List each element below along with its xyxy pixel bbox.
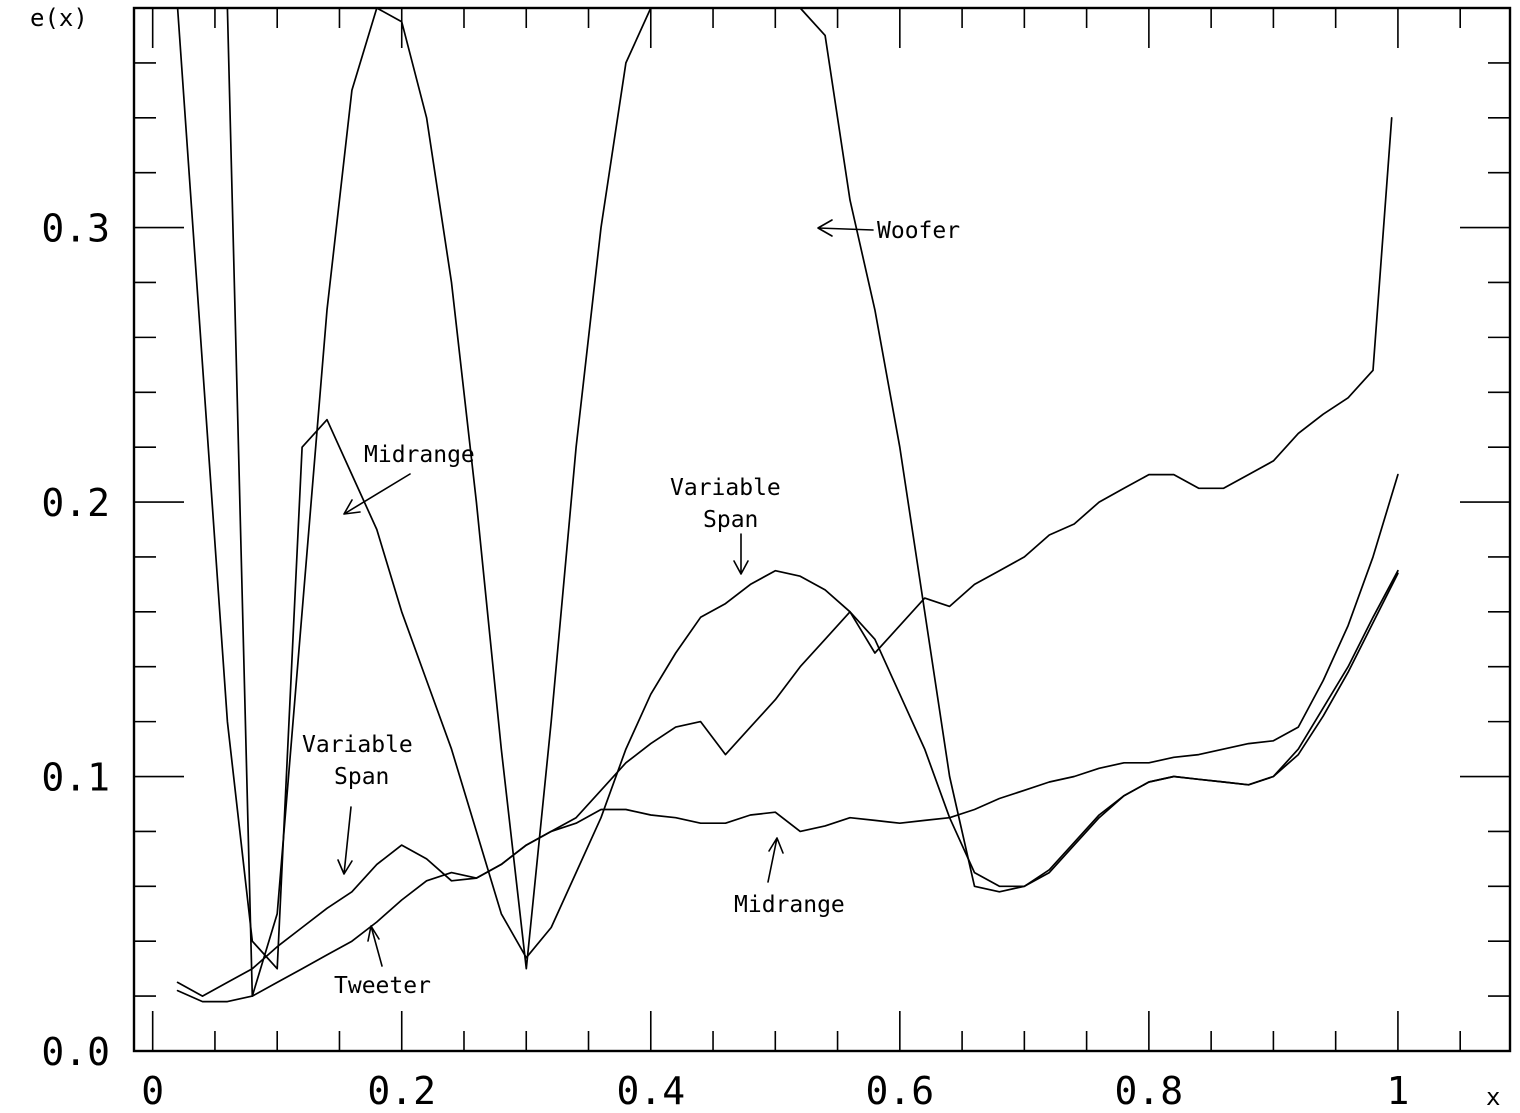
x-tick-label: 0.4 bbox=[616, 1069, 685, 1113]
x-tick-label: 0.6 bbox=[866, 1069, 935, 1113]
annotation-midrange-lower-arrow bbox=[767, 837, 784, 883]
plot-frame bbox=[132, 6, 1512, 1053]
y-tick-label: 0.0 bbox=[41, 1030, 110, 1074]
annotation-tweeter: Tweeter bbox=[334, 973, 431, 999]
x-tick-label: 0.2 bbox=[367, 1069, 436, 1113]
y-tick-label: 0.3 bbox=[41, 207, 110, 251]
annotation-variable-span-left-arrow bbox=[337, 806, 353, 875]
x-tick-label: 0.8 bbox=[1115, 1069, 1184, 1113]
annotation-variable-span-mid-line1: Variable bbox=[670, 475, 781, 501]
series-line-variable-span bbox=[176, 473, 1399, 997]
annotation-midrange-upper-arrow bbox=[343, 473, 411, 515]
tick-labels: 0 0.2 0.4 0.6 0.8 1 0.0 0.1 0.2 0.3 bbox=[41, 207, 1409, 1113]
annotation-woofer-arrow bbox=[817, 219, 874, 237]
annotation-midrange-upper: Midrange bbox=[364, 442, 475, 468]
x-tick-label: 0 bbox=[141, 1069, 164, 1113]
series-line-woofer bbox=[176, 7, 1399, 997]
x-tick-label: 1 bbox=[1386, 1069, 1409, 1113]
annotation-tweeter-arrow bbox=[367, 925, 383, 967]
series-line-midrange bbox=[176, 7, 1399, 970]
annotation-variable-span-left-line1: Variable bbox=[302, 732, 413, 758]
annotation-woofer: Woofer bbox=[877, 218, 960, 244]
y-axis-label: e(x) bbox=[30, 4, 88, 32]
annotation-variable-span-left-line2: Span bbox=[334, 764, 389, 790]
series-line-tweeter bbox=[176, 116, 1393, 1003]
y-tick-label: 0.1 bbox=[41, 756, 110, 800]
x-axis-label: x bbox=[1486, 1083, 1500, 1111]
annotation-variable-span-mid-line2: Span bbox=[703, 507, 758, 533]
y-tick-label: 0.2 bbox=[41, 481, 110, 525]
annotation-variable-span-mid-arrow bbox=[733, 533, 749, 575]
annotation-midrange-lower: Midrange bbox=[734, 892, 845, 918]
